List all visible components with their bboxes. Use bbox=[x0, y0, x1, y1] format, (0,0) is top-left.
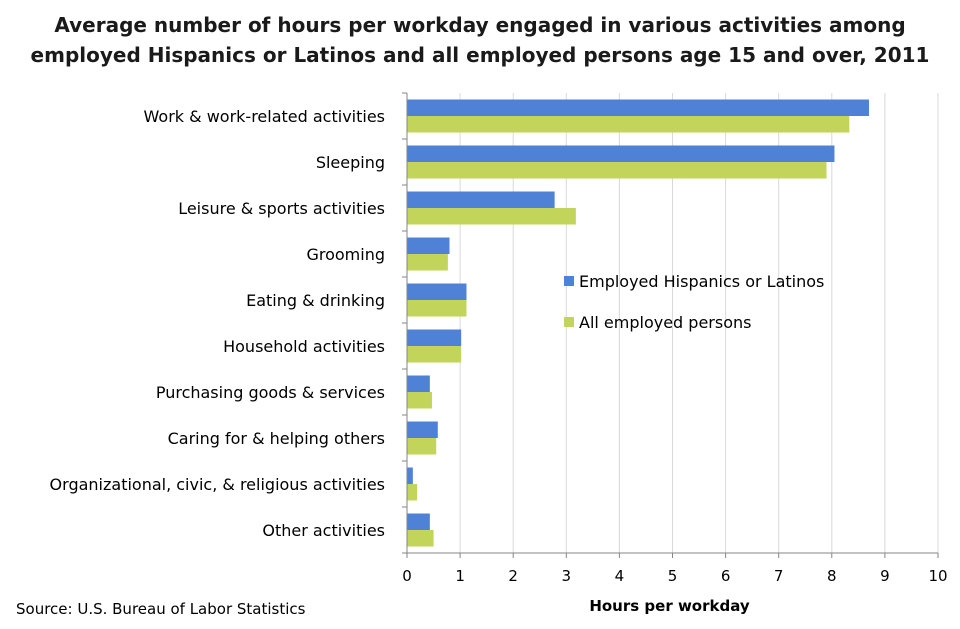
x-tick-label-10: 10 bbox=[928, 567, 947, 585]
bar-all-9 bbox=[407, 530, 434, 547]
x-tick-label-3: 3 bbox=[562, 567, 572, 585]
x-axis-title: Hours per workday bbox=[589, 597, 750, 615]
category-label-1: Sleeping bbox=[316, 153, 385, 172]
source-note: Source: U.S. Bureau of Labor Statistics bbox=[16, 600, 306, 618]
chart-title-line-2: employed Hispanics or Latinos and all em… bbox=[30, 43, 930, 67]
category-label-0: Work & work-related activities bbox=[144, 107, 385, 126]
bar-hispanic-1 bbox=[407, 145, 835, 162]
legend-swatch-0 bbox=[564, 276, 574, 286]
bar-hispanic-0 bbox=[407, 99, 869, 116]
bar-hispanic-4 bbox=[407, 283, 467, 300]
bar-all-6 bbox=[407, 392, 432, 409]
bar-all-4 bbox=[407, 300, 467, 317]
x-tick-label-5: 5 bbox=[668, 567, 678, 585]
bar-all-2 bbox=[407, 208, 576, 225]
bar-hispanic-3 bbox=[407, 237, 450, 254]
x-tick-label-4: 4 bbox=[615, 567, 625, 585]
category-label-8: Organizational, civic, & religious activ… bbox=[50, 475, 385, 494]
bar-all-3 bbox=[407, 254, 448, 271]
bar-hispanic-5 bbox=[407, 329, 462, 346]
x-tick-label-1: 1 bbox=[455, 567, 465, 585]
x-tick-label-0: 0 bbox=[402, 567, 412, 585]
bar-hispanic-8 bbox=[407, 467, 413, 484]
bar-all-1 bbox=[407, 162, 827, 179]
chart-title: Average number of hours per workday enga… bbox=[0, 10, 960, 70]
category-label-9: Other activities bbox=[262, 521, 385, 540]
chart-title-line-1: Average number of hours per workday enga… bbox=[54, 13, 906, 37]
x-tick-label-7: 7 bbox=[774, 567, 784, 585]
bar-hispanic-6 bbox=[407, 375, 430, 392]
x-tick-label-9: 9 bbox=[880, 567, 890, 585]
legend-swatch-1 bbox=[564, 317, 574, 327]
bar-all-7 bbox=[407, 438, 437, 455]
bar-all-8 bbox=[407, 484, 418, 501]
bar-hispanic-9 bbox=[407, 513, 430, 530]
bar-hispanic-2 bbox=[407, 191, 555, 208]
category-label-7: Caring for & helping others bbox=[168, 429, 385, 448]
category-label-2: Leisure & sports activities bbox=[178, 199, 385, 218]
bar-hispanic-7 bbox=[407, 421, 438, 438]
x-tick-label-6: 6 bbox=[721, 567, 731, 585]
category-label-5: Household activities bbox=[223, 337, 385, 356]
bar-all-0 bbox=[407, 116, 850, 133]
legend-label-0: Employed Hispanics or Latinos bbox=[579, 272, 824, 291]
category-label-3: Grooming bbox=[306, 245, 385, 264]
x-tick-label-2: 2 bbox=[508, 567, 518, 585]
legend-label-1: All employed persons bbox=[579, 313, 751, 332]
category-label-6: Purchasing goods & services bbox=[156, 383, 385, 402]
x-tick-label-8: 8 bbox=[827, 567, 837, 585]
bar-all-5 bbox=[407, 346, 462, 363]
category-label-4: Eating & drinking bbox=[246, 291, 385, 310]
